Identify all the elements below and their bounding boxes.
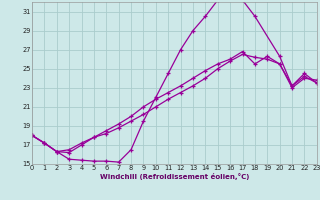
X-axis label: Windchill (Refroidissement éolien,°C): Windchill (Refroidissement éolien,°C) <box>100 173 249 180</box>
